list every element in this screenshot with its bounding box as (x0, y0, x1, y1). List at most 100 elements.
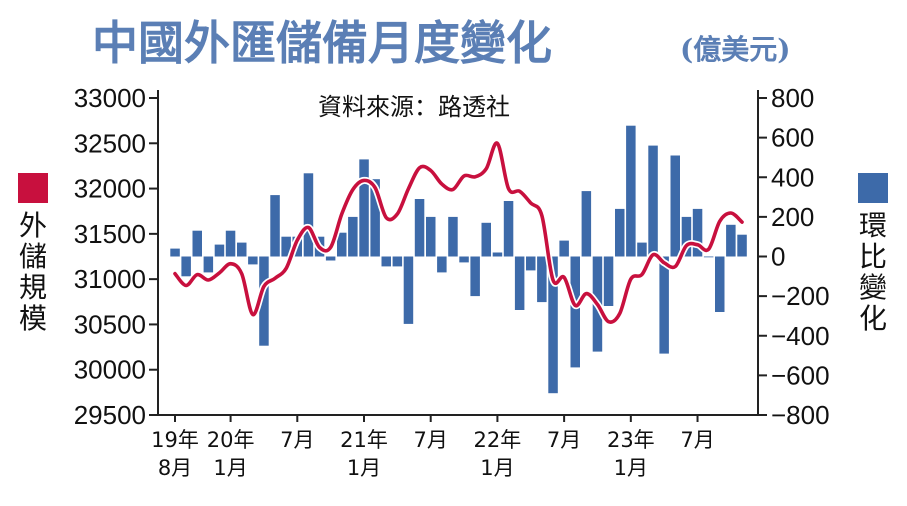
left-tick-label: 31000 (74, 264, 146, 294)
chart-title-unit: (億美元) (680, 33, 791, 66)
change-bar (581, 191, 592, 257)
change-bar (303, 173, 314, 257)
change-bar (659, 256, 669, 354)
x-tick-label: 8月 (158, 456, 192, 480)
change-bar (381, 256, 391, 267)
x-axis-ticks: 19年 8月 20年 1月 7月 21年 1月 7月 22年 1月 7月 23年 1月 7月 (151, 415, 715, 480)
legend-label-char: 化 (859, 302, 887, 335)
legend-label-char: 外 (19, 209, 47, 242)
change-bar (237, 242, 247, 257)
change-bar (637, 242, 647, 257)
legend-label-char: 比 (859, 240, 887, 273)
x-tick-label: 7月 (680, 428, 714, 452)
legend-label-char: 模 (19, 302, 47, 335)
change-bar (603, 256, 614, 306)
change-bar (181, 256, 191, 277)
left-tick-label: 31500 (74, 219, 146, 249)
left-tick-label: 32500 (74, 128, 146, 158)
left-tick-label: 29500 (74, 400, 146, 430)
x-tick-label: 22年 (474, 428, 522, 452)
change-bar (670, 155, 680, 257)
legend-swatch (18, 173, 48, 203)
change-bar (170, 248, 180, 257)
right-tick-label: 400 (771, 162, 814, 192)
right-tick-label: −800 (771, 400, 830, 430)
change-bar (203, 256, 214, 273)
x-tick-label: 7月 (547, 428, 581, 452)
change-bar (270, 195, 280, 257)
legend-label-char: 規 (19, 271, 47, 304)
right-tick-label: −200 (771, 281, 830, 311)
change-bar (626, 125, 636, 257)
change-bar (414, 199, 425, 257)
chart-axes (157, 90, 759, 416)
change-bar (348, 216, 358, 257)
change-bar (470, 256, 480, 297)
change-bar (403, 256, 414, 324)
x-tick-label: 20年 (207, 428, 255, 452)
x-tick-label: 7月 (280, 428, 314, 452)
left-tick-label: 30500 (74, 309, 146, 339)
left-axis-ticks: 29500 30000 30500 31000 31500 32000 32500 33000 (74, 83, 158, 430)
change-bar (615, 208, 625, 257)
change-bar (426, 216, 436, 257)
source-note: 資料來源：路透社 (318, 93, 510, 121)
change-bar (448, 216, 458, 257)
change-bar (703, 256, 714, 258)
change-bar (437, 256, 447, 273)
change-bar (259, 256, 269, 346)
line-series-reserve-size (171, 139, 746, 326)
change-bar (503, 201, 514, 257)
right-tick-label: 800 (771, 83, 814, 113)
change-bar (570, 256, 580, 368)
chart-title: 中國外匯儲備月度變化 (92, 16, 552, 70)
left-tick-label: 33000 (74, 83, 146, 113)
change-bar (392, 256, 403, 267)
legend-label-char: 變 (859, 271, 887, 304)
x-tick-label: 23年 (607, 428, 655, 452)
left-tick-label: 32000 (74, 174, 146, 204)
legend-label-char: 儲 (19, 240, 47, 273)
change-bar (726, 224, 736, 257)
legend-swatch (858, 173, 888, 203)
x-tick-label: 1月 (614, 456, 648, 480)
reserve-line (173, 141, 744, 324)
right-tick-label: 0 (771, 242, 785, 272)
change-bar (526, 256, 536, 271)
right-axis-ticks: −800 −600 −400 −200 0 200 400 600 800 (758, 83, 830, 430)
change-bar (537, 256, 547, 303)
change-bar (281, 236, 291, 257)
x-tick-label: 21年 (340, 428, 388, 452)
change-bar (248, 256, 258, 265)
change-bar (214, 244, 225, 257)
change-bar (325, 256, 336, 261)
x-tick-label: 1月 (347, 456, 381, 480)
x-tick-label: 1月 (480, 456, 514, 480)
change-bar (681, 216, 692, 257)
legend-label-char: 環 (859, 209, 887, 242)
right-tick-label: −400 (771, 321, 830, 351)
change-bar (481, 222, 491, 257)
change-bar (337, 232, 347, 257)
change-bar (514, 256, 525, 310)
right-tick-label: 600 (771, 123, 814, 153)
right-tick-label: 200 (771, 202, 814, 232)
change-bar (225, 230, 236, 257)
change-bar (737, 234, 747, 257)
change-bar (648, 145, 658, 257)
left-tick-label: 30000 (74, 355, 146, 385)
change-bar (559, 240, 569, 257)
x-tick-label: 19年 (151, 428, 199, 452)
change-bar (492, 252, 503, 257)
x-tick-label: 1月 (213, 456, 247, 480)
change-bar (459, 256, 469, 263)
right-tick-label: −600 (771, 360, 830, 390)
x-tick-label: 7月 (414, 428, 448, 452)
change-bar (548, 256, 558, 394)
change-bar (692, 208, 703, 257)
change-bar (192, 230, 202, 257)
change-bar (715, 256, 725, 312)
change-bar (359, 159, 369, 257)
